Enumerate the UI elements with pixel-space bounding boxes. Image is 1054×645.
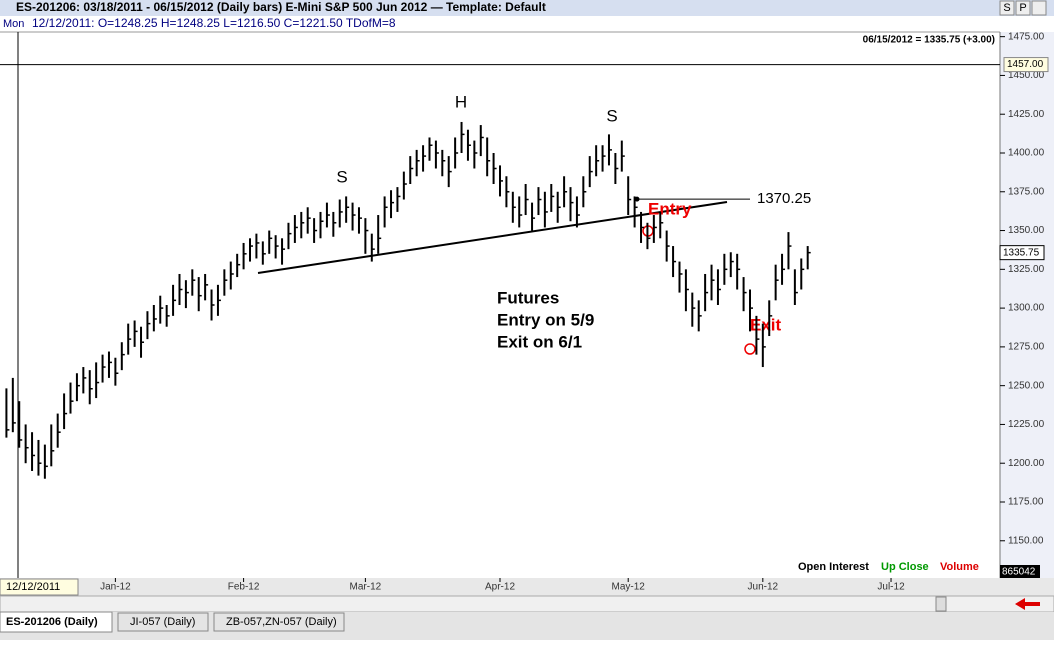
x-tick-label: Mar-12: [350, 582, 382, 593]
y-tick-label: 1400.00: [1008, 148, 1045, 159]
y-tick-label: 1300.00: [1008, 303, 1045, 314]
y-tick-label: 1375.00: [1008, 186, 1045, 197]
volume-readout: 865042: [1002, 567, 1036, 578]
scroll-thumb[interactable]: [935, 596, 947, 612]
legend-entry: Up Close: [881, 561, 929, 573]
tab-label[interactable]: ZB-057,ZN-057 (Daily): [226, 616, 337, 628]
time-axis: [0, 578, 1054, 596]
tab-label[interactable]: JI-057 (Daily): [130, 616, 195, 628]
entry-label: Entry: [648, 199, 692, 218]
exit-marker: [744, 343, 756, 355]
entry-point: [634, 196, 640, 202]
note: Futures: [497, 288, 559, 307]
volume-box: [1000, 565, 1040, 578]
price-tag-label: 1457.00: [1007, 59, 1044, 70]
tab[interactable]: [213, 612, 345, 632]
button[interactable]: [1015, 0, 1031, 16]
y-tick-label: 1425.00: [1008, 109, 1045, 120]
button-label[interactable]: P: [1019, 2, 1026, 14]
note: Entry on 5/9: [497, 310, 594, 329]
pattern-label: H: [455, 92, 467, 111]
x-tick-label: Feb-12: [228, 582, 260, 593]
x-tick-label: Jun-12: [748, 582, 779, 593]
price-tag-label: 1335.75: [1003, 247, 1040, 258]
entry-level-label: 1370.25: [757, 190, 811, 207]
tab[interactable]: [117, 612, 209, 632]
exit-label: Exit: [750, 315, 782, 334]
button-label[interactable]: S: [1003, 2, 1010, 14]
button[interactable]: [999, 0, 1015, 16]
price-tag: [999, 245, 1045, 261]
cursor-date: 12/12/2011: [6, 581, 60, 593]
tab-label[interactable]: ES-201206 (Daily): [6, 616, 98, 628]
pattern-label: S: [606, 106, 617, 125]
x-tick-label: Jan-12: [100, 582, 131, 593]
x-tick-label: Jul-12: [877, 582, 905, 593]
price-axis: [1000, 32, 1054, 578]
pattern-label: S: [336, 167, 347, 186]
legend-entry: Volume: [940, 561, 979, 573]
y-tick-label: 1275.00: [1008, 342, 1045, 353]
y-tick-label: 1475.00: [1008, 31, 1045, 42]
neckline: [257, 201, 728, 274]
legend-entry: Open Interest: [798, 561, 869, 573]
day: Mon: [3, 18, 24, 30]
scrollbar[interactable]: [0, 595, 1054, 613]
price-tag: [1003, 57, 1049, 73]
y-tick-label: 1150.00: [1008, 535, 1044, 546]
button[interactable]: [1031, 0, 1047, 16]
bar-info: 12/12/2011: O=1248.25 H=1248.25 L=1216.5…: [32, 16, 396, 30]
y-tick-label: 1175.00: [1008, 497, 1044, 508]
cursor-date-box: [0, 578, 79, 596]
last-quote: 06/15/2012 = 1335.75 (+3.00): [863, 35, 995, 46]
window-title: ES-201206: 03/18/2011 - 06/15/2012 (Dail…: [16, 0, 546, 14]
tab[interactable]: [0, 611, 113, 633]
y-tick-label: 1325.00: [1008, 264, 1045, 275]
x-tick-label: Apr-12: [485, 582, 515, 593]
y-tick-label: 1225.00: [1008, 419, 1045, 430]
x-tick-label: May-12: [612, 582, 646, 593]
y-tick-label: 1250.00: [1008, 380, 1045, 391]
y-tick-label: 1450.00: [1008, 70, 1045, 81]
y-tick-label: 1350.00: [1008, 225, 1045, 236]
y-tick-label: 1200.00: [1008, 458, 1045, 469]
note: Exit on 6/1: [497, 332, 582, 351]
scroll-arrow[interactable]: [1015, 598, 1040, 610]
title-bar: [0, 0, 1054, 16]
